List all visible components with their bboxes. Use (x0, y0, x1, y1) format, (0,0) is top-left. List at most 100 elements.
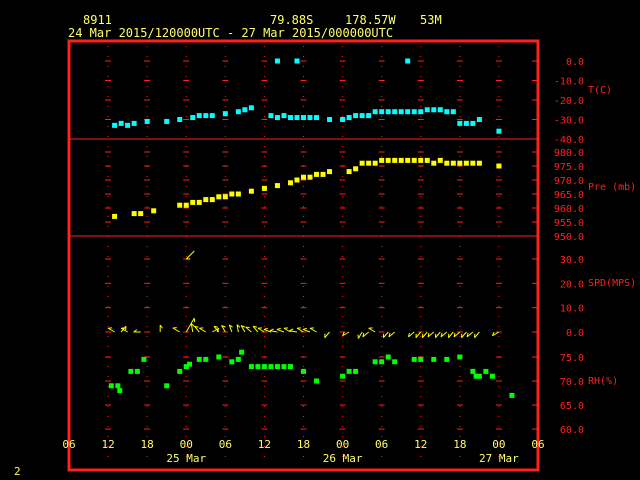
data-point (255, 364, 261, 370)
wind-barb-shaft (302, 328, 311, 333)
wind-barb-shaft (296, 327, 304, 333)
x-tick-label: 18 (141, 438, 154, 451)
data-point (327, 169, 333, 175)
data-point (274, 183, 280, 189)
data-point (431, 160, 437, 166)
wind-barb-shaft (492, 331, 500, 337)
data-point (457, 160, 463, 166)
grid-lines (69, 46, 538, 466)
wind-barb-head (229, 324, 233, 328)
wind-barb-shaft (240, 325, 246, 333)
wind-barb-head (221, 325, 226, 328)
data-point (372, 109, 378, 115)
data-point (444, 109, 450, 115)
data-point (405, 58, 411, 64)
data-point (385, 109, 391, 115)
wind-barb (434, 331, 441, 339)
page-number: 2 (14, 465, 21, 478)
data-point (281, 364, 287, 370)
wind-barb-head (342, 331, 345, 336)
data-point (242, 107, 248, 113)
wind-barb-head (252, 325, 258, 328)
data-point (359, 113, 365, 119)
y-tick-label: 20.0 (560, 279, 584, 290)
data-point (346, 368, 352, 374)
panel-label: SPD(MPS) (588, 278, 636, 289)
wind-barb-shaft (453, 331, 461, 338)
data-point (307, 174, 313, 180)
y-tick-label: 970.0 (554, 176, 584, 187)
wind-barb-head (269, 328, 274, 332)
data-point (112, 213, 118, 219)
wind-barb-shaft (427, 331, 435, 338)
data-point (463, 120, 469, 126)
data-point (138, 211, 144, 217)
data-point (307, 115, 313, 121)
wind-barb-shaft (213, 325, 220, 333)
data-point (450, 160, 456, 166)
wind-barb-shaft (368, 327, 376, 333)
wind-barb (159, 324, 163, 332)
y-tick-label: 0.0 (566, 57, 584, 68)
wind-barb-head (240, 325, 245, 328)
data-point (353, 113, 359, 119)
data-point (489, 373, 495, 379)
wind-barb-shaft (263, 328, 272, 333)
y-tick-label: 75.0 (560, 353, 584, 364)
x-tick-label: 06 (219, 438, 232, 451)
chart-frame (67, 39, 540, 472)
data-point (437, 107, 443, 113)
data-point (385, 157, 391, 163)
data-point (392, 109, 398, 115)
data-point (112, 122, 118, 128)
wind-barb (302, 327, 311, 333)
data-point (209, 113, 215, 119)
data-point (483, 368, 489, 374)
data-point (294, 115, 300, 121)
data-point (131, 120, 137, 126)
wind-barb-shaft (172, 327, 180, 333)
wind-barb-head (440, 332, 443, 337)
data-point (229, 359, 235, 365)
wind-barb (283, 327, 291, 333)
x-tick-label: 06 (375, 438, 388, 451)
wind-barb (133, 329, 141, 333)
data-point (301, 368, 306, 374)
panel-label: RH(%) (588, 376, 618, 387)
wind-barb (474, 331, 480, 339)
wind-barb (120, 327, 128, 333)
data-point (340, 373, 346, 379)
data-point (141, 356, 147, 362)
wind-barb (357, 331, 363, 339)
data-point (190, 115, 196, 121)
wind-barb-shaft (236, 324, 239, 333)
data-point (301, 115, 306, 121)
data-point (411, 157, 417, 163)
wind-barb (190, 323, 195, 333)
y-tick-label: 65.0 (560, 401, 584, 412)
data-point (431, 107, 437, 113)
wind-barb-shaft (466, 331, 474, 338)
wind-barb (245, 326, 252, 333)
data-point (287, 180, 293, 186)
data-point (248, 105, 254, 111)
wind-barb (228, 324, 233, 333)
wind-barb (447, 331, 454, 339)
data-point (346, 169, 352, 175)
wind-barb (461, 331, 467, 339)
data-point (392, 157, 398, 163)
wind-barb-head (263, 327, 268, 330)
wind-barb-head (302, 327, 307, 330)
data-point (108, 383, 114, 389)
data-point (261, 364, 267, 370)
wind-barb-shaft (342, 331, 350, 337)
wind-barb (408, 331, 415, 338)
data-point (444, 356, 450, 362)
data-point (314, 115, 320, 121)
wind-barb-shaft (440, 331, 448, 338)
wind-barb-head (133, 329, 138, 333)
data-point (274, 115, 280, 121)
wind-barb-head (289, 328, 294, 332)
data-point (118, 120, 124, 126)
station-lon: 178.57W (345, 13, 396, 27)
